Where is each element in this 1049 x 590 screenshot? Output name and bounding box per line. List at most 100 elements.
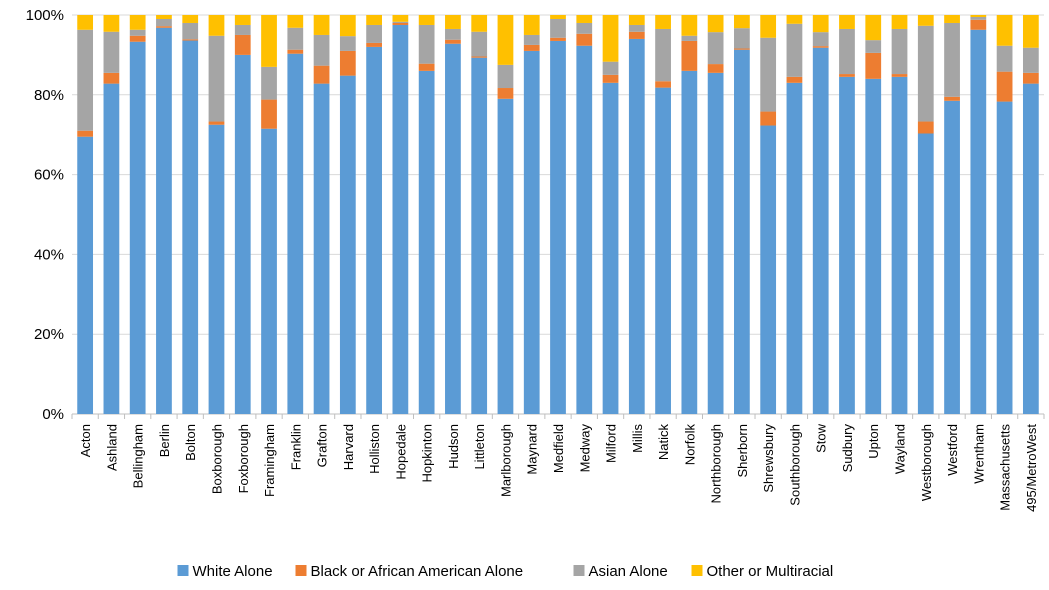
x-tick-label: Westford: [945, 424, 960, 476]
bar-segment: [812, 32, 829, 47]
bar-segment: [471, 56, 488, 58]
bar-segment: [970, 19, 987, 30]
bar-segment: [103, 83, 120, 415]
x-tick-label: Shrewsbury: [761, 424, 776, 493]
x-tick-label: Littleton: [472, 424, 487, 470]
bar-segment: [891, 28, 908, 75]
bar-segment: [628, 15, 645, 25]
bar-segment: [471, 31, 488, 57]
legend-label: Other or Multiracial: [707, 563, 834, 580]
x-tick-label: Massachusetts: [998, 424, 1013, 511]
bar-segment: [681, 70, 698, 415]
bar-segment: [891, 74, 908, 77]
bar-segment: [261, 15, 277, 67]
legend-label: Black or African American Alone: [311, 563, 524, 580]
bar-segment: [996, 101, 1013, 414]
x-tick-label: Medfield: [551, 424, 566, 473]
bar-segment: [208, 15, 225, 36]
bar-segment: [628, 24, 645, 32]
bar-segment: [418, 70, 435, 415]
x-tick-label: Northborough: [709, 424, 724, 504]
y-tick-label: 60%: [34, 167, 64, 184]
bar-segment: [602, 74, 619, 83]
bar-segment: [917, 15, 934, 26]
bar-segment: [760, 37, 777, 112]
bar-segment: [103, 15, 120, 32]
bar-segment: [970, 15, 987, 17]
bar-segment: [523, 44, 540, 51]
bar-segment: [917, 121, 934, 134]
bar-segment: [970, 29, 987, 414]
bar-segment: [497, 64, 514, 89]
x-tick-label: Hudson: [446, 424, 461, 469]
bar-segment: [1022, 15, 1039, 48]
bar-segment: [261, 128, 277, 414]
bar-segment: [156, 15, 172, 19]
bar-segment: [339, 50, 356, 76]
bar-segment: [366, 46, 382, 415]
bar-segment: [77, 130, 94, 137]
x-tick-label: Maynard: [525, 424, 540, 475]
x-tick-label: Foxborough: [236, 424, 251, 493]
bar-segment: [234, 24, 251, 35]
bar-segment: [839, 76, 855, 414]
bar-segment: [1022, 72, 1039, 84]
bar-segment: [865, 52, 882, 79]
x-tick-label: Ashland: [104, 424, 119, 471]
y-tick-label: 40%: [34, 246, 64, 263]
bar-segment: [392, 21, 409, 23]
bar-segment: [970, 16, 987, 20]
bar-segment: [996, 45, 1013, 72]
bar-segment: [865, 40, 882, 53]
bar-segment: [760, 111, 777, 126]
bar-segment: [77, 29, 94, 131]
bar-segment: [445, 28, 461, 40]
bar-segment: [287, 27, 304, 50]
bar-segment: [865, 15, 882, 41]
bar-segment: [917, 133, 934, 415]
x-tick-label: Wrentham: [971, 424, 986, 484]
bar-segment: [576, 33, 593, 46]
bar-segment: [655, 81, 671, 88]
bar-segment: [497, 15, 514, 65]
bar-segment: [681, 35, 698, 41]
bar-segment: [208, 121, 225, 125]
x-tick-label: Millis: [630, 424, 645, 453]
bar-segment: [1022, 83, 1039, 415]
bar-segment: [760, 15, 777, 38]
x-tick-label: Bellingham: [131, 424, 146, 488]
y-tick-label: 100%: [26, 7, 64, 24]
legend-swatch: [177, 565, 189, 576]
x-tick-label: Wayland: [893, 424, 908, 474]
x-tick-label: Hopedale: [393, 424, 408, 480]
bar-segment: [891, 15, 908, 29]
bar-segment: [156, 27, 172, 414]
bar-segment: [576, 15, 593, 23]
bar-segment: [156, 26, 172, 28]
bar-segment: [339, 15, 356, 37]
bar-segment: [287, 15, 304, 28]
bar-segment: [156, 18, 172, 27]
y-tick-label: 0%: [42, 406, 64, 423]
bar-segment: [996, 71, 1013, 102]
bar-segment: [760, 125, 777, 414]
bar-segment: [471, 57, 488, 415]
x-tick-label: Acton: [78, 424, 93, 457]
bar-segment: [129, 15, 146, 30]
bar-segment: [917, 25, 934, 122]
bar-segment: [129, 29, 146, 36]
x-tick-label: Sherborn: [735, 424, 750, 477]
bar-segment: [313, 15, 330, 35]
bar-segment: [445, 43, 461, 415]
bar-segment: [445, 39, 461, 44]
x-tick-label: Westborough: [919, 424, 934, 501]
bar-segment: [287, 49, 304, 54]
bar-segment: [523, 15, 540, 35]
bar-segment: [707, 72, 724, 414]
bar-segment: [891, 76, 908, 414]
bar-segment: [734, 49, 750, 414]
bar-segment: [234, 34, 251, 55]
bar-segment: [602, 61, 619, 75]
y-tick-label: 20%: [34, 326, 64, 343]
bar-segment: [313, 65, 330, 84]
